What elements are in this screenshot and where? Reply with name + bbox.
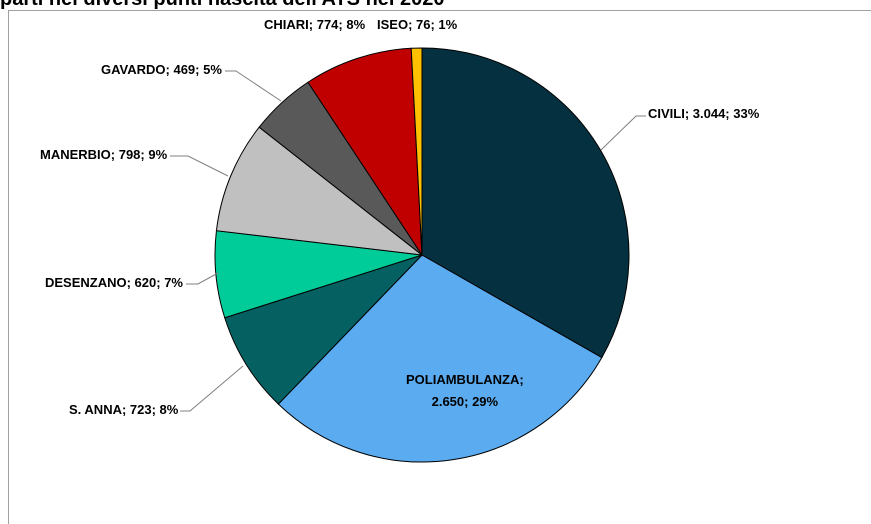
chart-title: parti nei diversi punti nascita dell'ATS… bbox=[0, 0, 445, 11]
data-label: CHIARI; 774; 8% bbox=[264, 17, 366, 32]
pie-slice bbox=[277, 254, 603, 463]
leader-line bbox=[180, 365, 244, 412]
data-label: POLIAMBULANZA; 2.650; 29% bbox=[406, 372, 524, 409]
data-label: GAVARDO; 469; 5% bbox=[101, 62, 222, 77]
pie-slice bbox=[215, 126, 424, 256]
pie-slice bbox=[410, 47, 423, 256]
leader-line bbox=[600, 115, 646, 151]
pie-slice bbox=[421, 47, 630, 359]
data-label: ISEO; 76; 1% bbox=[377, 17, 458, 32]
data-label: MANERBIO; 798; 9% bbox=[40, 147, 168, 162]
data-label: CIVILI; 3.044; 33% bbox=[648, 106, 760, 121]
pie-slice bbox=[224, 254, 423, 405]
data-label: DESENZANO; 620; 7% bbox=[45, 275, 183, 290]
plot-border bbox=[8, 10, 871, 524]
leader-line bbox=[186, 272, 219, 285]
pie-slice bbox=[307, 47, 423, 257]
data-label: S. ANNA; 723; 8% bbox=[69, 402, 179, 417]
leader-line bbox=[170, 155, 229, 177]
leader-line bbox=[225, 70, 282, 102]
